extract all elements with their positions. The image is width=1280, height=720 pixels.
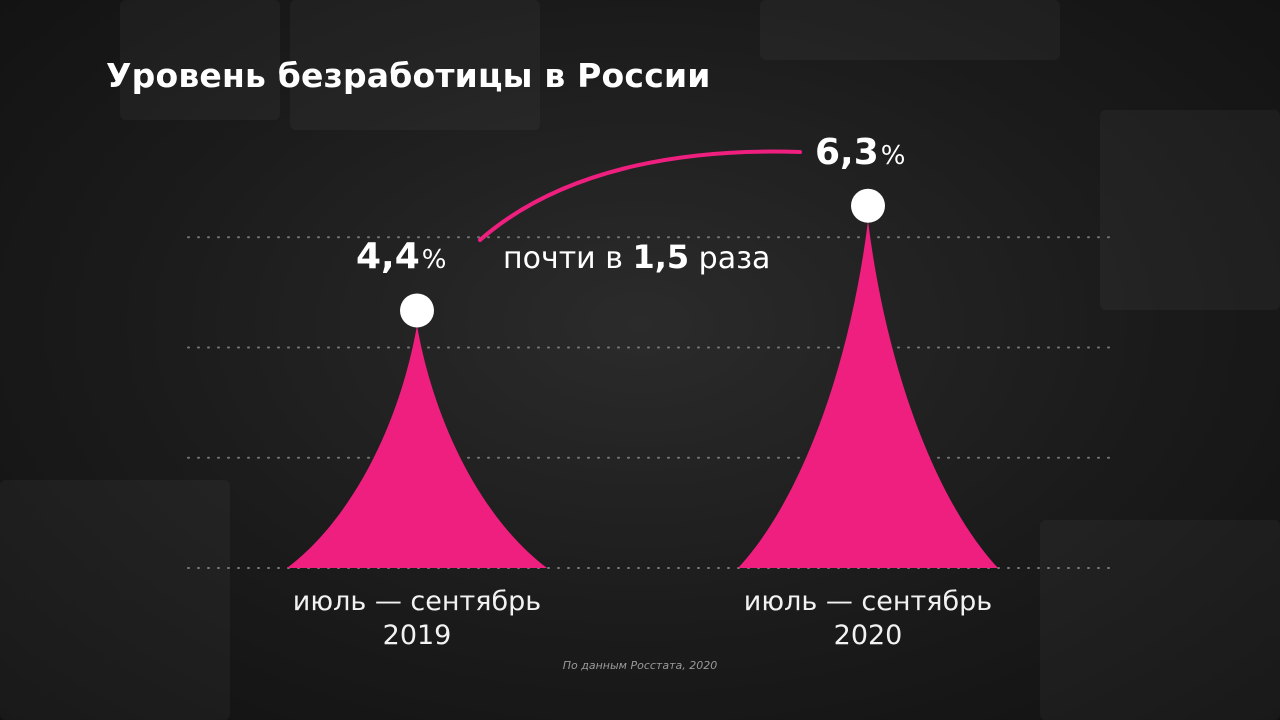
value-label-number: 4,4 <box>356 236 420 277</box>
value-label-2019: 4,4% <box>356 236 447 277</box>
category-label-2020: июль — сентябрь 2020 <box>698 585 1038 653</box>
category-label-line: 2020 <box>833 620 903 651</box>
bar-2019 <box>287 325 547 568</box>
marker-2019 <box>400 293 434 328</box>
markers <box>400 188 885 328</box>
value-label-number: 6,3 <box>815 132 879 173</box>
value-label-2020: 6,3% <box>815 132 906 173</box>
category-label-2019: июль — сентябрь 2019 <box>247 585 587 653</box>
comparison-factor: 1,5 <box>632 238 690 276</box>
category-label-line: июль — сентябрь <box>292 586 542 617</box>
marker-2020 <box>851 188 885 223</box>
value-label-unit: % <box>880 141 906 171</box>
comparison-label: почти в 1,5 раза <box>503 238 770 276</box>
chart-title: Уровень безработицы в России <box>106 56 711 95</box>
comparison-suffix: раза <box>698 241 771 276</box>
bar-2020 <box>738 220 998 568</box>
category-label-line: июль — сентябрь <box>743 586 993 617</box>
comparison-arc <box>478 149 802 242</box>
source-note: По данным Росстата, 2020 <box>562 659 718 672</box>
value-label-unit: % <box>421 245 447 275</box>
category-label-line: 2019 <box>382 620 452 651</box>
comparison-prefix: почти в <box>503 241 623 276</box>
gridlines <box>187 236 1111 569</box>
bars <box>287 220 998 568</box>
